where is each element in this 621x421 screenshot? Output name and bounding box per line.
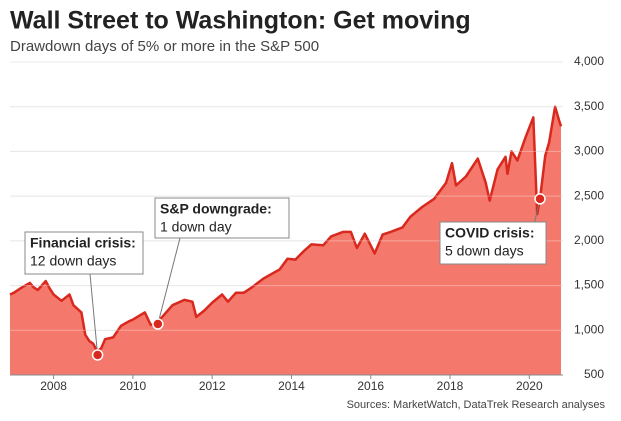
y-tick-label: 1,500 [574, 278, 604, 292]
x-tick-label: 2014 [278, 379, 305, 393]
area [10, 106, 561, 375]
x-tick-label: 2008 [40, 379, 67, 393]
callout-box [24, 231, 144, 275]
event-marker [534, 193, 546, 205]
y-tick-label: 2,000 [574, 233, 604, 247]
x-tick-label: 2016 [357, 379, 384, 393]
y-tick-label: 3,000 [574, 144, 604, 158]
callout-pointer [89, 273, 99, 356]
x-tick-label: 2012 [199, 379, 226, 393]
x-tick-label: 2010 [120, 379, 147, 393]
callout-title: S&P downgrade: [160, 201, 272, 217]
callout-text: 5 down days [445, 243, 524, 259]
callout-text: 12 down days [30, 253, 116, 269]
y-tick-label: 2,500 [574, 188, 604, 202]
source: Sources: MarketWatch, DataTrek Research … [347, 399, 606, 411]
event-marker [91, 349, 104, 361]
y-tick-label: 1,000 [574, 322, 604, 336]
chart-subtitle: Drawdown days of 5% or more in the S&P 5… [10, 38, 319, 55]
line [9, 105, 563, 353]
callout-box [439, 221, 547, 265]
callout-title: COVID crisis: [445, 225, 534, 241]
callout-pointer [157, 237, 181, 325]
y-tick-label: 4,000 [574, 54, 604, 68]
x-tick-label: 2018 [437, 379, 464, 393]
callout-box [154, 197, 290, 239]
callout-title: Financial crisis: [30, 235, 136, 251]
event-marker [152, 318, 164, 330]
y-tick-label: 3,500 [574, 99, 604, 113]
x-tick-label: 2020 [516, 379, 543, 393]
callout-text: 1 down day [160, 219, 232, 235]
chart-title: Wall Street to Washington: Get moving [10, 7, 471, 35]
y-tick-label: 500 [584, 367, 604, 381]
